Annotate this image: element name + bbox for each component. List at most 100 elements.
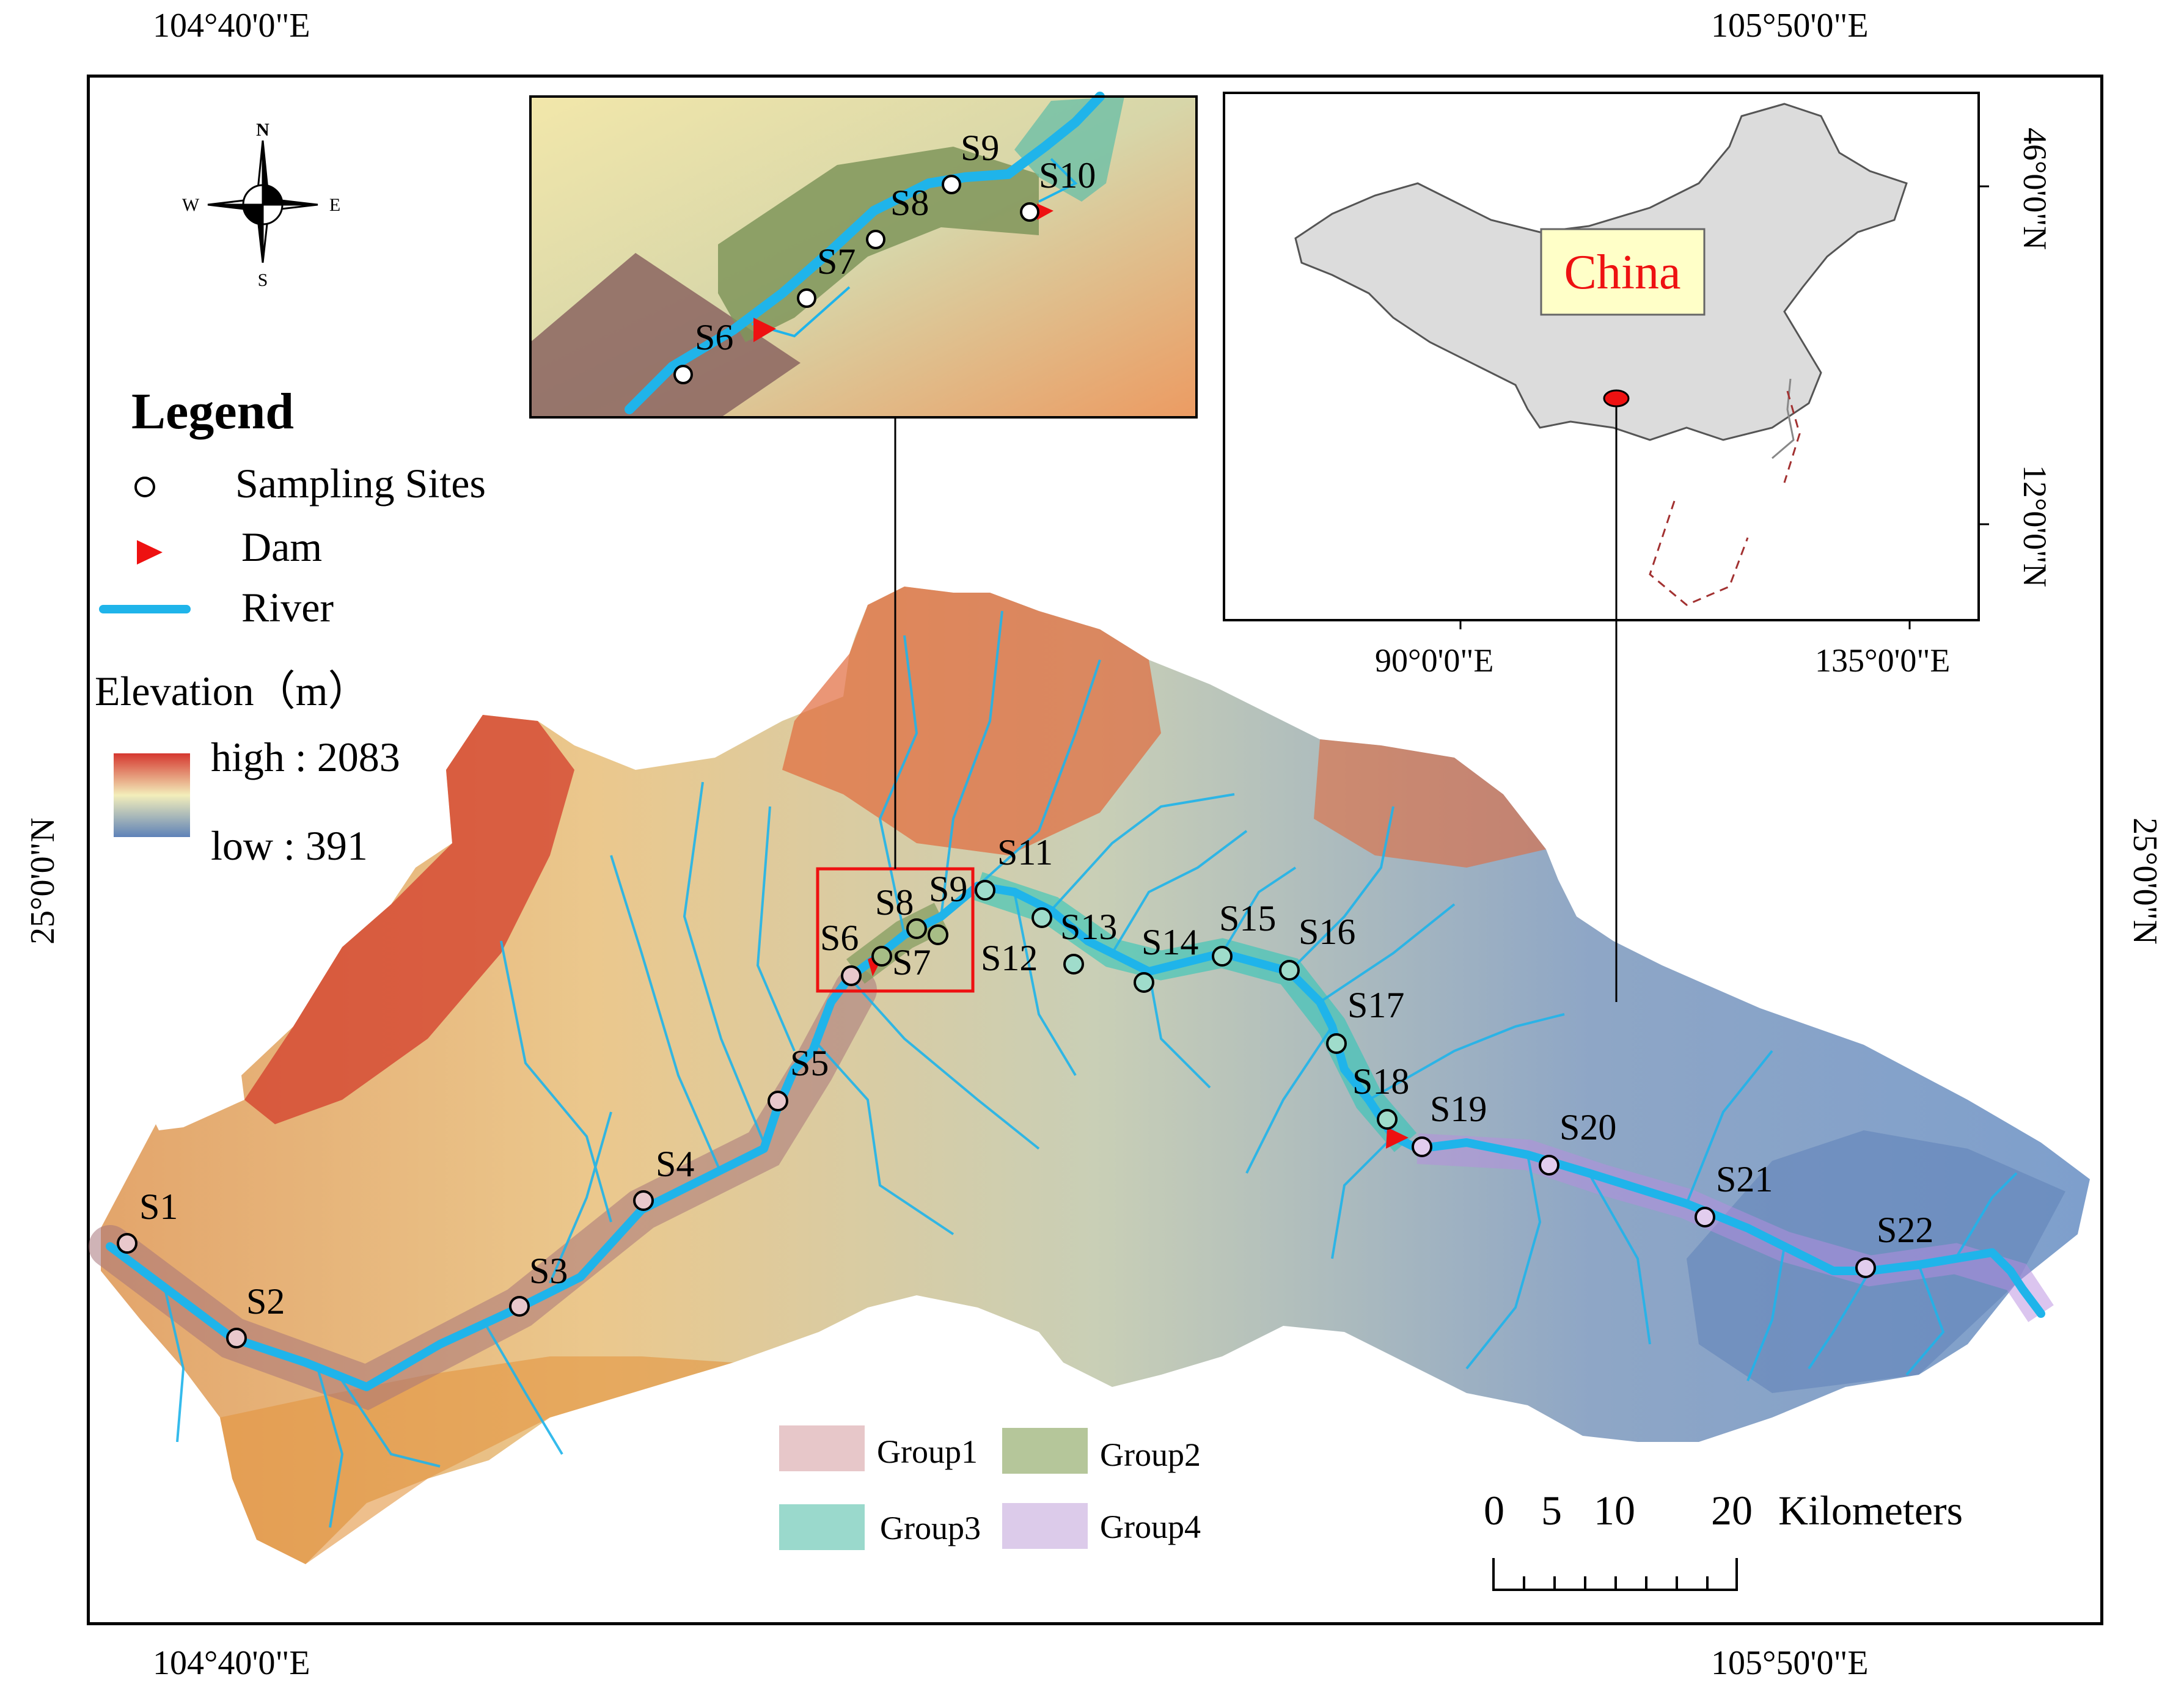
north-label: N	[256, 120, 269, 140]
site-label: S22	[1877, 1210, 1933, 1250]
site-label: S11	[997, 832, 1053, 872]
inset-label-s7: S7	[817, 241, 856, 282]
sites-group1	[117, 965, 862, 1348]
coord-bottom-right: 105°50'0"E	[1711, 1644, 1869, 1682]
site-label: S18	[1352, 1061, 1409, 1102]
site-s9	[928, 924, 948, 945]
site-s20	[1539, 1155, 1559, 1176]
highland-north	[782, 587, 1161, 855]
inset-label-s6: S6	[695, 317, 733, 357]
sites-group3	[975, 880, 1398, 1130]
site-label: S19	[1430, 1089, 1487, 1129]
highland-south	[220, 1356, 733, 1564]
legend-elevation-ramp	[114, 753, 190, 837]
site-label: S20	[1559, 1107, 1616, 1147]
site-label: S4	[656, 1144, 694, 1184]
site-s14	[1134, 972, 1154, 993]
coord-top-left: 104°40'0"E	[153, 7, 310, 45]
north-arrow: N S W E	[182, 120, 340, 290]
site-s11	[975, 880, 995, 901]
scale-label-0: 0	[1484, 1487, 1504, 1534]
dam-marker-inset-s6	[753, 318, 776, 342]
site-s21	[1695, 1207, 1715, 1227]
east-label: E	[329, 195, 340, 215]
inset-site-s7	[797, 288, 816, 308]
watershed-basin	[101, 587, 2090, 1564]
site-s8	[906, 918, 927, 939]
scale-label-20: 20	[1711, 1487, 1753, 1534]
legend-elevation-low: low : 391	[211, 822, 368, 869]
inset-label-s8: S8	[890, 183, 929, 223]
site-s4	[633, 1190, 654, 1211]
site-label: S2	[246, 1281, 285, 1322]
site-s2	[226, 1328, 247, 1348]
site-label: S8	[875, 882, 914, 923]
coord-bottom-left: 104°40'0"E	[153, 1644, 310, 1682]
site-label: S7	[892, 942, 931, 982]
group4-label: Group4	[1100, 1509, 1201, 1545]
dam-marker-s19	[1386, 1127, 1409, 1149]
zoom-inset: S6 S7 S8 S9 S10	[529, 92, 1198, 419]
inset-label-s10: S10	[1039, 155, 1096, 196]
site-label: S9	[929, 869, 967, 909]
legend-title: Legend	[131, 383, 295, 440]
site-s5	[768, 1091, 788, 1111]
site-label: S15	[1219, 898, 1276, 938]
site-label: S1	[139, 1187, 178, 1227]
site-s18	[1377, 1109, 1398, 1130]
china-lat-top: 46°0'0"N	[2017, 127, 2053, 251]
inset-site-s9	[942, 175, 961, 194]
group1-label: Group1	[877, 1433, 978, 1470]
site-s22	[1855, 1257, 1876, 1278]
site-s16	[1279, 960, 1300, 981]
sites-group4	[1412, 1136, 1876, 1278]
inset-site-s10	[1020, 202, 1039, 222]
site-label: S17	[1347, 985, 1404, 1025]
site-s19	[1412, 1136, 1432, 1157]
china-lat-bottom: 12°0'0"N	[2017, 464, 2053, 588]
legend-dam-symbol	[137, 540, 163, 565]
site-label: S14	[1141, 922, 1198, 962]
site-s3	[509, 1296, 530, 1317]
china-label-box	[1540, 228, 1706, 316]
site-s17	[1326, 1033, 1347, 1054]
group3-label: Group3	[880, 1510, 981, 1546]
china-lon-left: 90°0'0"E	[1375, 642, 1494, 679]
west-label: W	[182, 195, 200, 215]
china-label: China	[1564, 246, 1680, 299]
legend-elevation-title: Elevation（m）	[95, 668, 370, 714]
site-s7	[871, 946, 892, 967]
site-s13	[1032, 907, 1052, 928]
coord-top-right: 105°50'0"E	[1711, 7, 1869, 45]
legend-dam: Dam	[241, 524, 323, 570]
site-label: S6	[820, 918, 859, 958]
site-label: S13	[1060, 907, 1117, 947]
scale-label-5: 5	[1541, 1487, 1562, 1534]
site-label: S16	[1299, 912, 1355, 952]
site-s15	[1212, 946, 1233, 967]
inset-site-s8	[866, 230, 885, 249]
legend-elevation-high: high : 2083	[211, 734, 400, 780]
china-lon-right: 135°0'0"E	[1815, 642, 1951, 679]
site-label: S3	[529, 1251, 568, 1291]
group1-swatch	[779, 1425, 865, 1471]
sites-group2	[871, 918, 948, 967]
scale-bar	[1492, 1558, 1738, 1591]
study-area-marker	[1603, 389, 1630, 408]
site-s12	[1063, 954, 1084, 975]
scale-label-10: 10	[1594, 1487, 1635, 1534]
legend-sampling-sites: Sampling Sites	[235, 460, 486, 507]
site-labels: S1 S2 S3 S4 S5 S6 S7 S8 S9 S11 S12 S13 S…	[139, 832, 1933, 1322]
group2-swatch	[1002, 1428, 1088, 1474]
highland-west	[244, 715, 574, 1124]
highland-ne	[1314, 739, 1546, 868]
scale-unit: Kilometers	[1778, 1487, 1963, 1534]
china-inset: China	[1223, 92, 1989, 1002]
site-label: S12	[981, 938, 1038, 978]
site-s6	[841, 965, 862, 986]
south-label: S	[258, 270, 268, 290]
dam-marker-inset-s10	[1037, 203, 1054, 220]
group3-swatch	[779, 1504, 865, 1550]
group4-swatch	[1002, 1503, 1088, 1549]
